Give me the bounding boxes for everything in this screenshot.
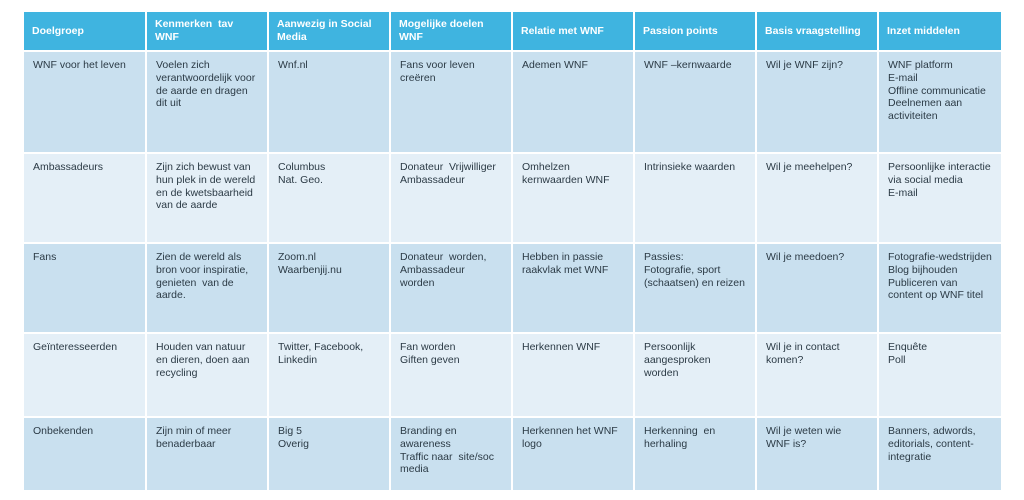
table-cell: Herkennen het WNF logo — [512, 417, 635, 492]
table-cell: Wnf.nl — [268, 51, 391, 154]
target-group-table-container: Doelgroep Kenmerken tav WNF Aanwezig in … — [24, 12, 1001, 492]
header-doelen: Mogelijke doelen WNF — [390, 12, 513, 52]
table-cell: Herkenning en herhaling — [634, 417, 757, 492]
table-row: Fans Zien de wereld als bron voor inspir… — [24, 243, 1001, 334]
header-passion-points: Passion points — [634, 12, 757, 52]
table-cell: Wil je in contact komen? — [756, 333, 879, 418]
header-inzet-middelen: Inzet middelen — [878, 12, 1001, 52]
table-row: WNF voor het leven Voelen zich verantwoo… — [24, 51, 1001, 154]
table-cell: WNF platform E-mail Offline communicatie De… — [878, 51, 1001, 154]
table-cell: Big 5 Overig — [268, 417, 391, 492]
table-cell: Zijn zich bewust van hun plek in de were… — [146, 153, 269, 244]
table-cell: Fan worden Giften geven — [390, 333, 513, 418]
table-cell: Houden van natuur en dieren, doen aan re… — [146, 333, 269, 418]
table-cell: Fotografie-wedstrijden Blog bijhouden Publ… — [878, 243, 1001, 334]
table-row: Onbekenden Zijn min of meer benaderbaar … — [24, 417, 1001, 492]
header-vraagstelling: Basis vraagstelling — [756, 12, 879, 52]
table-cell: Intrinsieke waarden — [634, 153, 757, 244]
table-cell: Geïnteresseerden — [24, 333, 147, 418]
table-cell: Wil je meehelpen? — [756, 153, 879, 244]
table-cell: Enquête Poll — [878, 333, 1001, 418]
target-group-table: Doelgroep Kenmerken tav WNF Aanwezig in … — [24, 12, 1001, 492]
table-cell: Wil je weten wie WNF is? — [756, 417, 879, 492]
table-cell: Wil je meedoen? — [756, 243, 879, 334]
table-cell: Twitter, Facebook, Linkedin — [268, 333, 391, 418]
table-cell: Passies: Fotografie, sport (schaatsen) en… — [634, 243, 757, 334]
table-cell: WNF voor het leven — [24, 51, 147, 154]
table-row: Ambassadeurs Zijn zich bewust van hun pl… — [24, 153, 1001, 244]
table-cell: Banners, adwords, editorials, content-in… — [878, 417, 1001, 492]
table-cell: Columbus Nat. Geo. — [268, 153, 391, 244]
table-cell: Onbekenden — [24, 417, 147, 492]
header-social-media: Aanwezig in Social Media — [268, 12, 391, 52]
header-doelgroep: Doelgroep — [24, 12, 147, 52]
table-cell: Herkennen WNF — [512, 333, 635, 418]
table-cell: Omhelzen kernwaarden WNF — [512, 153, 635, 244]
table-cell: Ademen WNF — [512, 51, 635, 154]
table-cell: Persoonlijke interactie via social media… — [878, 153, 1001, 244]
table-cell: Zoom.nl Waarbenjij.nu — [268, 243, 391, 334]
table-cell: Fans — [24, 243, 147, 334]
table-cell: Persoonlijk aangesproken worden — [634, 333, 757, 418]
table-cell: Donateur worden, Ambassadeur worden — [390, 243, 513, 334]
header-relatie: Relatie met WNF — [512, 12, 635, 52]
table-cell: WNF –kernwaarde — [634, 51, 757, 154]
table-body: WNF voor het leven Voelen zich verantwoo… — [24, 51, 1001, 492]
table-cell: Wil je WNF zijn? — [756, 51, 879, 154]
header-kenmerken: Kenmerken tav WNF — [146, 12, 269, 52]
table-cell: Branding en awareness Traffic naar site/s… — [390, 417, 513, 492]
table-cell: Donateur Vrijwilliger Ambassadeur — [390, 153, 513, 244]
table-header-row: Doelgroep Kenmerken tav WNF Aanwezig in … — [24, 12, 1001, 52]
table-cell: Hebben in passie raakvlak met WNF — [512, 243, 635, 334]
table-cell: Fans voor leven creëren — [390, 51, 513, 154]
table-row: Geïnteresseerden Houden van natuur en di… — [24, 333, 1001, 418]
table-cell: Voelen zich verantwoordelijk voor de aar… — [146, 51, 269, 154]
table-cell: Zijn min of meer benaderbaar — [146, 417, 269, 492]
table-cell: Ambassadeurs — [24, 153, 147, 244]
table-cell: Zien de wereld als bron voor inspiratie,… — [146, 243, 269, 334]
